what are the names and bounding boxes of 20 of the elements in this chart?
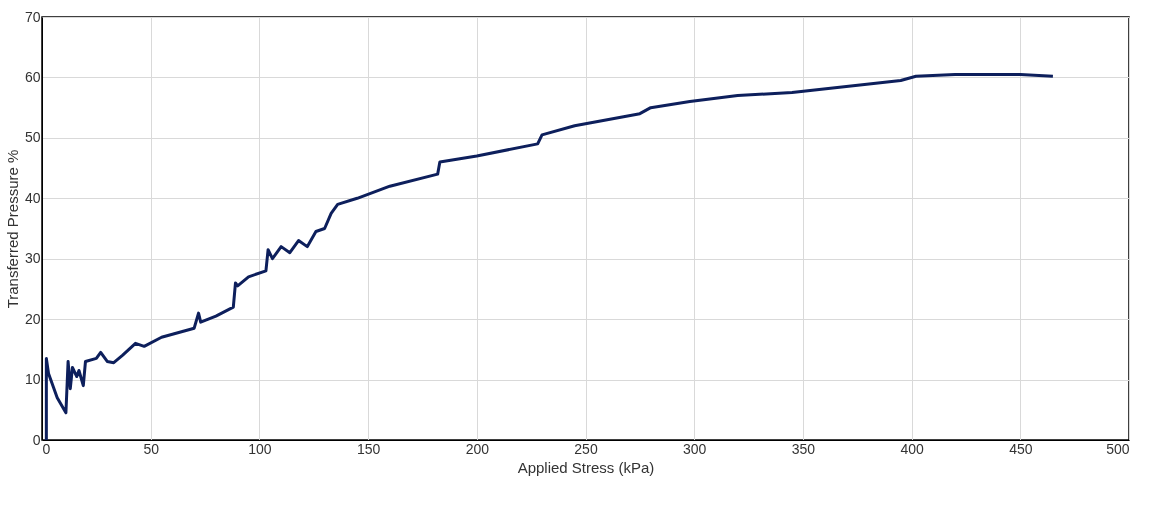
- x-tick-label: 350: [791, 440, 816, 457]
- line-series: [44, 72, 1055, 442]
- x-tick-label: 50: [143, 440, 160, 457]
- y-tick-label: 70: [24, 8, 41, 25]
- x-tick-label: 400: [900, 440, 924, 457]
- y-tick-label: 40: [24, 189, 41, 206]
- x-axis-title: Applied Stress (kPa): [517, 458, 655, 476]
- y-tick-label: 50: [24, 129, 41, 146]
- x-tick-label: 100: [248, 440, 272, 457]
- y-tick-label: 60: [24, 68, 41, 85]
- x-tick-label: 150: [356, 440, 381, 457]
- y-tick-label: 30: [24, 250, 41, 267]
- x-tick-label: 450: [1009, 440, 1033, 457]
- y-tick-label: 10: [24, 371, 41, 388]
- y-axis-title: Transferred Pressure %: [3, 149, 21, 309]
- x-tick-label: 300: [683, 440, 707, 457]
- x-tick-label: 250: [574, 440, 598, 457]
- y-tick-label: 20: [24, 310, 41, 327]
- x-tick-label: 200: [465, 440, 490, 457]
- x-tick-label: 500: [1106, 440, 1130, 457]
